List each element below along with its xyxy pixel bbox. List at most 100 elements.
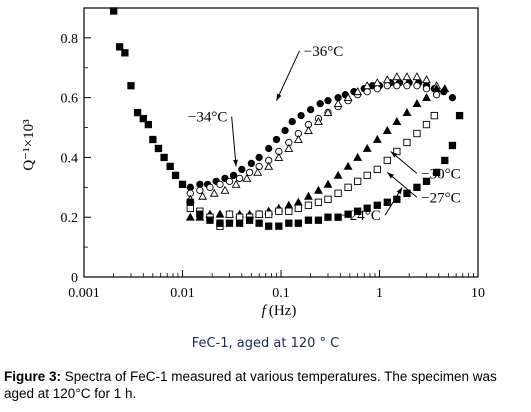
data-point-filled-square <box>235 219 244 227</box>
data-point-open-triangle <box>314 116 323 125</box>
data-point-filled-circle <box>288 117 296 126</box>
data-point-filled-square <box>324 213 332 221</box>
data-point-open-triangle <box>264 161 274 170</box>
data-point-filled-square <box>344 210 352 218</box>
y-tick-label: 0.2 <box>61 211 79 226</box>
data-point-filled-triangle <box>215 209 225 218</box>
data-points <box>110 7 464 230</box>
data-point-filled-square <box>149 135 157 144</box>
data-point-open-circle <box>363 88 371 96</box>
y-tick-label: 0.8 <box>61 32 79 47</box>
annotation-label: −36°C <box>304 44 343 60</box>
data-point-open-triangle <box>372 78 382 87</box>
y-tick-label: 0.6 <box>61 92 79 107</box>
data-point-filled-square <box>432 168 441 177</box>
data-point-filled-square <box>363 204 371 212</box>
data-point-open-square <box>294 204 302 212</box>
data-point-open-triangle <box>304 125 313 134</box>
data-point-open-triangle <box>242 173 252 182</box>
data-point-filled-triangle <box>440 84 450 93</box>
data-point-open-triangle <box>362 81 372 90</box>
data-point-filled-triangle <box>402 108 412 117</box>
data-point-open-square <box>403 138 411 147</box>
data-point-filled-circle <box>272 135 281 144</box>
data-point-filled-triangle <box>293 197 303 206</box>
annotation-label: −24°C <box>341 208 380 224</box>
data-point-filled-triangle <box>422 93 431 102</box>
data-point-filled-square <box>448 141 457 150</box>
data-point-open-triangle <box>412 72 422 81</box>
data-point-open-square <box>422 120 431 129</box>
x-tick-label: 0.01 <box>170 286 195 301</box>
data-point-open-triangle <box>253 167 263 176</box>
data-point-filled-circle <box>281 126 289 135</box>
annotation-label: −30°C <box>421 166 460 182</box>
data-point-filled-square <box>171 171 180 180</box>
x-tick-label: 0.1 <box>272 286 290 301</box>
annotation-label: −27°C <box>421 190 460 206</box>
data-point-filled-square <box>110 7 118 15</box>
caption-label: Figure 3: <box>4 369 62 384</box>
data-point-filled-square <box>294 219 302 227</box>
annotation-arrow-line <box>231 116 237 167</box>
data-point-open-circle <box>393 82 401 90</box>
annotation-label: −34°C <box>188 110 227 126</box>
annotation-arrowhead <box>276 93 282 101</box>
data-point-filled-square <box>373 201 381 209</box>
data-point-filled-triangle <box>412 99 422 108</box>
data-point-open-triangle <box>284 143 294 152</box>
x-axis-title-unit: (Hz) <box>269 303 296 319</box>
figure-caption: Figure 3: Spectra of FeC-1 measured at v… <box>4 368 528 402</box>
data-point-filled-square <box>413 183 421 191</box>
data-point-open-square <box>314 198 323 206</box>
data-point-open-square <box>304 201 313 209</box>
data-point-filled-triangle <box>323 179 333 188</box>
annotation-arrowhead <box>233 159 238 167</box>
data-point-open-square <box>363 171 371 180</box>
data-point-filled-square <box>441 156 449 165</box>
data-point-filled-square <box>245 216 254 224</box>
chart-subtitle: FeC-1, aged at 120 ° C <box>191 336 340 351</box>
data-point-open-circle <box>225 177 234 186</box>
data-point-open-triangle <box>422 75 431 84</box>
data-point-open-triangle <box>220 185 230 194</box>
data-point-open-triangle <box>231 179 241 188</box>
data-point-open-triangle <box>209 188 219 197</box>
data-point-filled-circle <box>307 105 315 114</box>
data-point-open-circle <box>422 85 431 93</box>
y-tick-label: 0.4 <box>61 151 79 166</box>
data-point-filled-square <box>186 198 194 206</box>
data-point-filled-triangle <box>362 143 372 152</box>
data-point-filled-square <box>314 216 323 224</box>
data-point-filled-square <box>265 222 273 230</box>
data-point-open-circle <box>403 82 411 90</box>
data-point-filled-triangle <box>432 84 442 93</box>
axis-ticks: 0.001 0.01 0.1 1 10 0 0.2 0.4 0.6 0.8 <box>61 7 485 301</box>
data-point-filled-circle <box>297 111 305 120</box>
x-axis-title-symbol: f <box>262 303 268 319</box>
data-point-filled-square <box>353 207 362 215</box>
data-point-open-circle <box>216 180 224 188</box>
data-point-open-triangle <box>353 87 363 96</box>
annotations: −36°C −34°C −30°C −27°C −24°C <box>188 44 461 224</box>
plot-border <box>83 7 479 278</box>
x-tick-label: 10 <box>471 286 485 301</box>
data-point-filled-square <box>225 219 234 227</box>
data-point-filled-circle <box>247 159 255 168</box>
x-tick-label: 1 <box>376 286 383 301</box>
data-point-open-square <box>285 207 293 215</box>
plot-frame <box>83 7 479 278</box>
data-point-filled-triangle <box>372 134 382 143</box>
data-point-filled-triangle <box>353 152 363 161</box>
data-point-filled-square <box>115 43 124 51</box>
data-point-open-triangle <box>343 93 353 102</box>
data-point-open-square <box>413 129 421 138</box>
data-point-filled-triangle <box>185 212 195 221</box>
data-point-filled-triangle <box>284 200 294 209</box>
data-point-open-square <box>235 213 244 221</box>
data-point-filled-square <box>304 216 313 224</box>
data-point-filled-circle <box>186 183 194 191</box>
data-point-filled-square <box>133 108 142 117</box>
data-point-filled-square <box>127 82 135 90</box>
